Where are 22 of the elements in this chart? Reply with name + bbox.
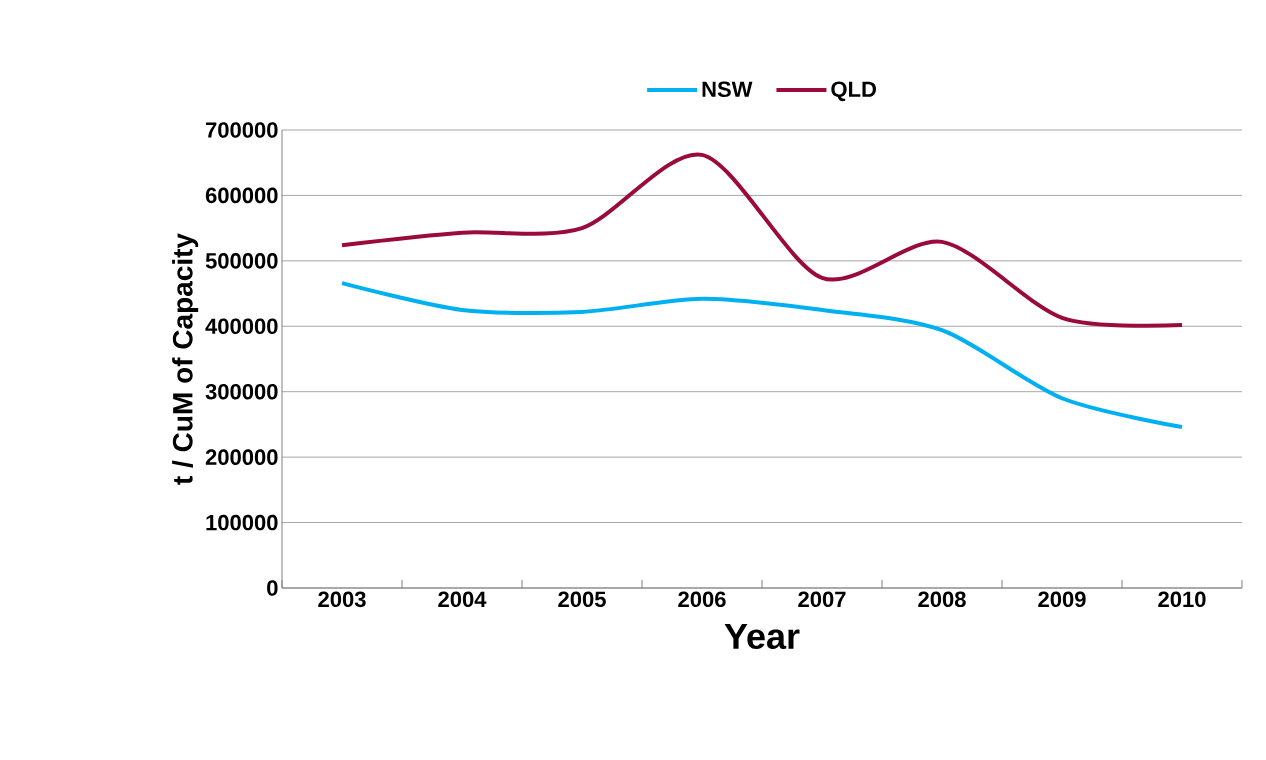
x-tick-label: 2003: [318, 591, 366, 608]
x-tick-label: 2004: [438, 591, 487, 608]
y-tick-label: 700000: [206, 122, 278, 138]
x-axis-title: Year: [724, 624, 800, 650]
legend-label: NSW: [702, 81, 753, 98]
x-tick-label: 2010: [1158, 591, 1206, 608]
y-tick-label: 400000: [205, 318, 278, 335]
legend-label: QLD: [831, 81, 876, 102]
y-tick-label: 100000: [206, 514, 278, 531]
line-series: [340, 152, 1184, 328]
x-tick-label: 2005: [558, 591, 606, 608]
y-tick-label: 300000: [205, 383, 278, 400]
y-tick-label: 500000: [205, 253, 278, 269]
y-axis-title: t / CuM of Capacity: [172, 233, 199, 485]
y-tick-label: 200000: [205, 449, 278, 465]
x-tick-label: 2009: [1038, 591, 1086, 608]
x-tick-label: 2008: [918, 591, 966, 608]
x-tick-label: 2007: [798, 591, 846, 608]
line-series: [340, 281, 1184, 430]
y-tick-label: 0: [267, 580, 278, 596]
x-tick-label: 2006: [678, 591, 726, 608]
y-tick-label: 600000: [205, 187, 278, 204]
